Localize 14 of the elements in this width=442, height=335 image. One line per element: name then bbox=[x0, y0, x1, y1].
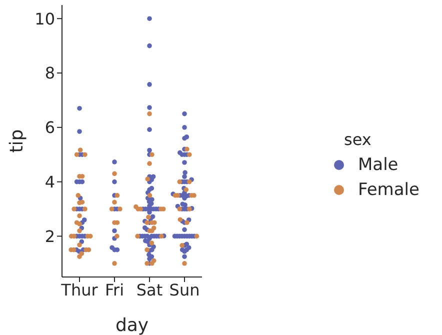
x-tick-label: Thur bbox=[60, 280, 98, 300]
legend-label: Male bbox=[358, 155, 398, 175]
y-tick-label: 4 bbox=[44, 172, 55, 192]
y-tick-label: 8 bbox=[44, 64, 55, 83]
y-axis-title: tip bbox=[6, 129, 28, 153]
y-tick-label: 6 bbox=[44, 118, 55, 138]
x-tick-label: Sun bbox=[169, 280, 200, 300]
y-tick-label: 10 bbox=[34, 9, 55, 28]
x-tick-label: Sat bbox=[136, 280, 163, 300]
legend-label: Female bbox=[358, 180, 420, 200]
x-tick-label: Fri bbox=[104, 280, 124, 300]
x-axis-title: day bbox=[115, 315, 149, 335]
y-tick-label: 2 bbox=[44, 226, 55, 246]
legend-title: sex bbox=[344, 130, 372, 149]
